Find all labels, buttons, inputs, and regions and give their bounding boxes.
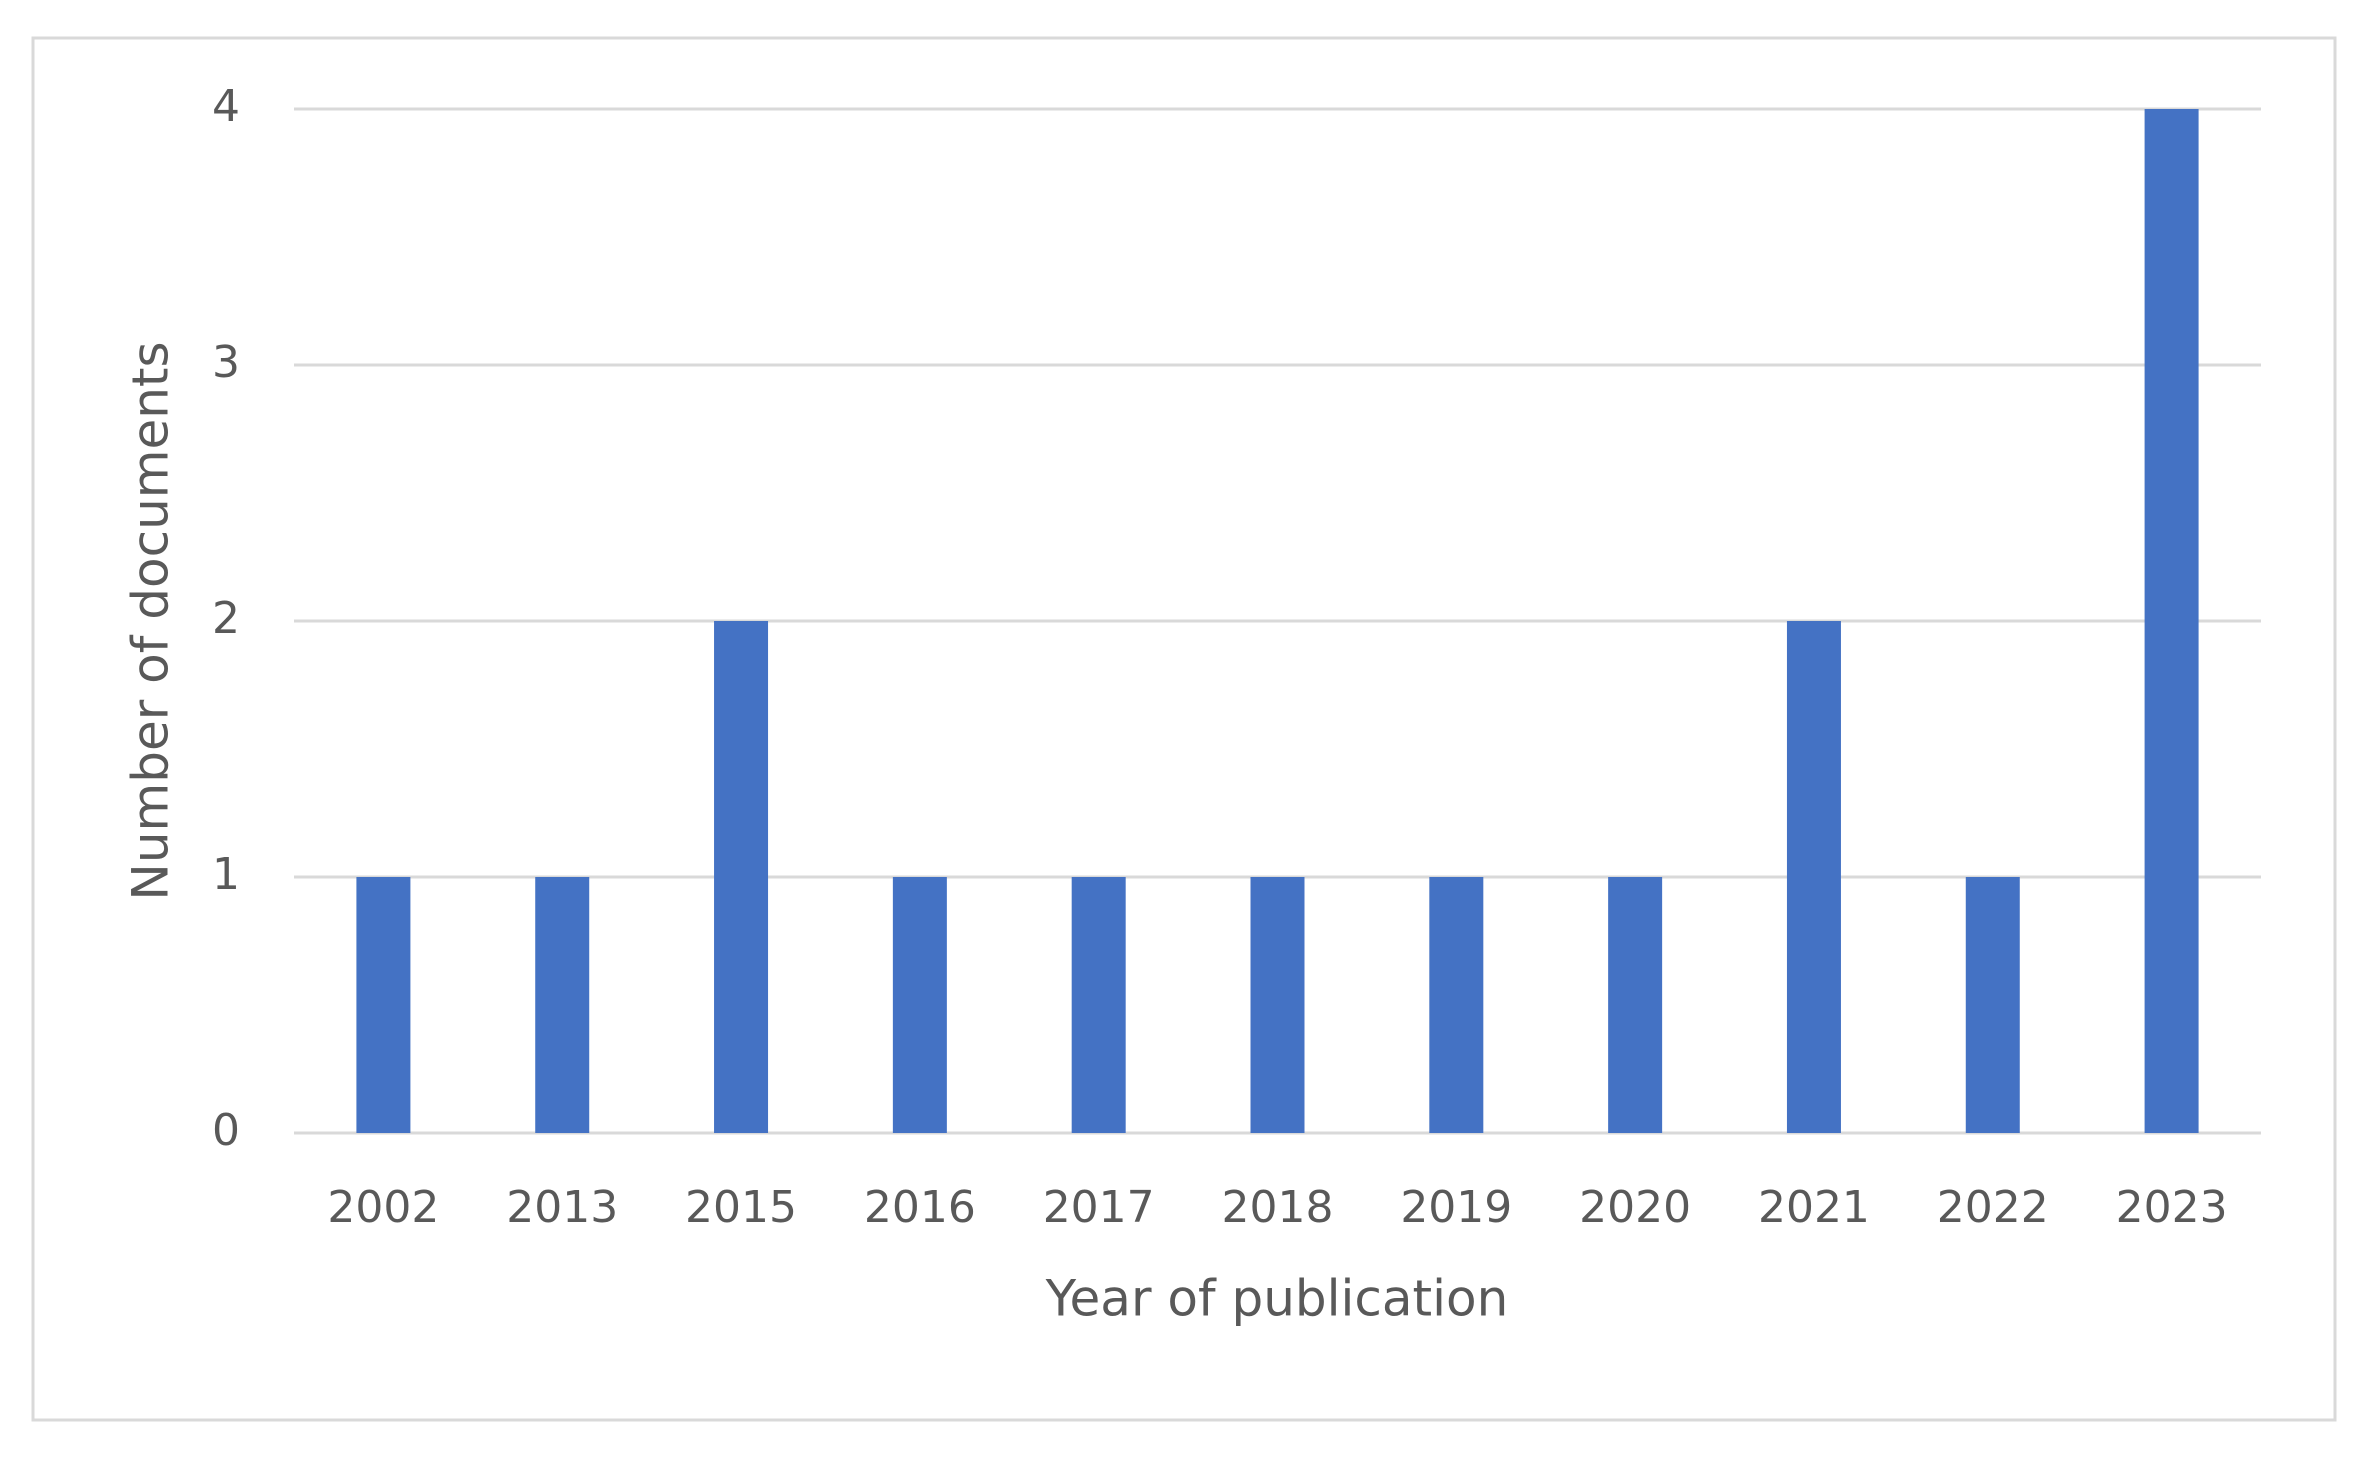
y-axis-title: Number of documents — [122, 341, 180, 900]
x-tick-label: 2016 — [864, 1182, 976, 1233]
bar — [1071, 877, 1126, 1133]
bar — [892, 877, 947, 1133]
bar — [1786, 621, 1841, 1133]
y-tick-label: 0 — [212, 1105, 240, 1156]
bar — [2144, 109, 2199, 1133]
bar — [714, 621, 769, 1133]
x-tick-label: 2021 — [1758, 1182, 1870, 1233]
bar — [1965, 877, 2020, 1133]
y-tick-label: 1 — [212, 849, 240, 900]
x-tick-label: 2022 — [1937, 1182, 2049, 1233]
bar — [535, 877, 590, 1133]
x-tick-label: 2017 — [1043, 1182, 1155, 1233]
chart-border — [31, 36, 2337, 1422]
x-tick-label: 2019 — [1400, 1182, 1512, 1233]
x-tick-label: 2023 — [2116, 1182, 2228, 1233]
y-tick-label: 3 — [212, 337, 240, 388]
y-tick-label: 2 — [212, 593, 240, 644]
x-tick-label: 2015 — [685, 1182, 797, 1233]
bar — [1608, 877, 1663, 1133]
bar — [356, 877, 411, 1133]
x-axis-title: Year of publication — [1045, 1270, 1509, 1328]
x-tick-label: 2002 — [327, 1182, 439, 1233]
bar — [1429, 877, 1484, 1133]
x-tick-label: 2013 — [506, 1182, 618, 1233]
x-tick-label: 2018 — [1222, 1182, 1334, 1233]
x-tick-label: 2020 — [1579, 1182, 1691, 1233]
bar — [1250, 877, 1305, 1133]
y-tick-label: 4 — [212, 81, 240, 132]
